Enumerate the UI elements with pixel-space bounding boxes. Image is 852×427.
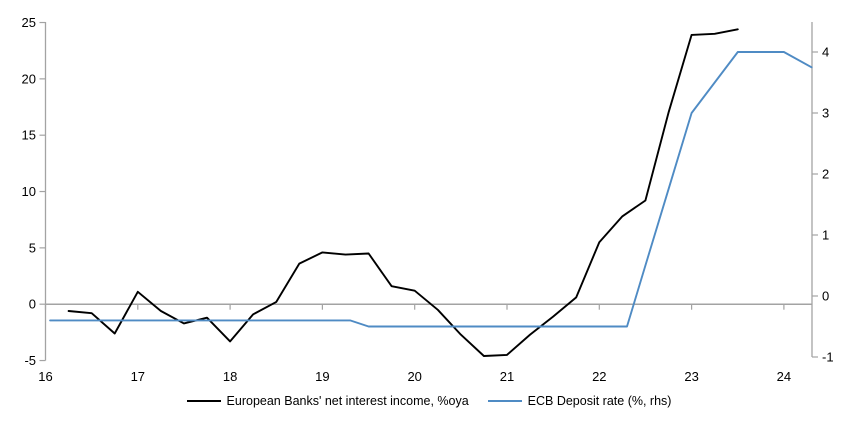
left-axis-tick-label: 20 xyxy=(22,71,36,86)
ecb-line-swatch xyxy=(487,400,522,402)
right-axis-tick-label: -1 xyxy=(822,350,834,365)
left-axis-tick-label: 0 xyxy=(29,297,36,312)
right-axis-tick-label: 1 xyxy=(822,228,829,243)
left-axis-tick-label: 5 xyxy=(29,240,36,255)
x-axis-tick-label: 22 xyxy=(592,369,606,384)
left-axis-tick-label: 25 xyxy=(22,15,36,30)
x-axis-tick-label: 18 xyxy=(223,369,237,384)
x-axis-tick-label: 17 xyxy=(131,369,145,384)
right-axis-tick-label: 4 xyxy=(822,45,829,60)
x-axis-tick-label: 21 xyxy=(500,369,514,384)
right-axis-tick-label: 2 xyxy=(822,167,829,182)
right-axis-tick-label: 0 xyxy=(822,289,829,304)
ecb-deposit-rate-line xyxy=(49,51,813,328)
legend-label-ecb: ECB Deposit rate (%, rhs) xyxy=(527,394,672,408)
left-axis-tick-label: 10 xyxy=(22,184,36,199)
left-axis-tick-label: 15 xyxy=(22,128,36,143)
x-axis-tick-label: 20 xyxy=(407,369,421,384)
legend-item-nii: European Banks' net interest income, %oy… xyxy=(186,394,469,408)
right-axis-tick-label: 3 xyxy=(822,106,829,121)
legend-label-nii: European Banks' net interest income, %oy… xyxy=(226,394,469,408)
x-axis-tick-label: 16 xyxy=(38,369,52,384)
left-axis-tick-label: -5 xyxy=(24,353,36,368)
european-banks-nii-line xyxy=(67,28,739,357)
nii-line-swatch xyxy=(186,400,221,402)
x-axis-tick-label: 23 xyxy=(684,369,698,384)
x-axis-tick-label: 24 xyxy=(777,369,791,384)
legend: European Banks' net interest income, %oy… xyxy=(46,394,812,408)
legend-item-ecb: ECB Deposit rate (%, rhs) xyxy=(487,394,672,408)
x-axis-tick-label: 19 xyxy=(315,369,329,384)
